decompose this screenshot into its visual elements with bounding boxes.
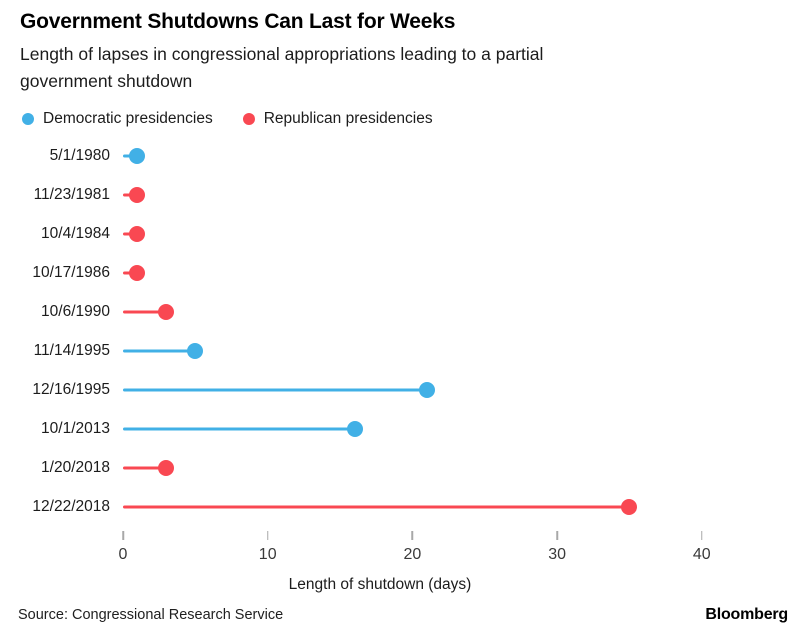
row-track	[123, 331, 810, 370]
legend-label: Republican presidencies	[263, 110, 433, 127]
data-point	[158, 459, 175, 476]
lollipop-row: 11/14/1995	[0, 331, 810, 370]
date-label: 12/16/1995	[32, 380, 110, 398]
lollipop-stem	[123, 310, 167, 313]
row-track	[123, 292, 810, 331]
x-tick-label: 30	[548, 546, 566, 563]
chart-subtitle-line2: government shutdown	[20, 71, 193, 91]
lollipop-row: 11/23/1981	[0, 175, 810, 214]
legend-item-republican: Republican presidencies	[242, 110, 433, 128]
date-label: 10/1/2013	[41, 419, 110, 437]
x-tick-label: 10	[258, 546, 277, 563]
x-tick-mark	[411, 531, 414, 540]
data-point	[129, 225, 146, 242]
data-point	[158, 303, 175, 320]
row-track	[123, 409, 810, 448]
lollipop-stem	[123, 466, 167, 469]
source-text: Source: Congressional Research Service	[18, 607, 284, 623]
x-tick-label: 20	[403, 546, 422, 563]
legend-dot-icon	[242, 113, 255, 125]
data-point	[418, 381, 435, 398]
row-track	[123, 370, 810, 409]
lollipop-row: 1/20/2018	[0, 448, 810, 487]
date-label: 11/23/1981	[33, 185, 110, 203]
date-label: 10/6/1990	[41, 302, 110, 320]
x-tick-mark	[122, 531, 124, 540]
chart-area: 5/1/1980 11/23/1981 10/4/1984 10/17/1986 10/…	[0, 136, 810, 526]
chart-footer: Source: Congressional Research Service B…	[0, 606, 810, 624]
x-axis: 0 10 20 30 40	[119, 526, 810, 568]
date-label: 10/4/1984	[41, 224, 110, 242]
x-tick-mark	[701, 531, 703, 540]
legend-item-democratic: Democratic presidencies	[22, 110, 213, 128]
lollipop-row: 10/1/2013	[0, 409, 810, 448]
row-track	[123, 253, 810, 292]
lollipop-stem	[123, 388, 427, 391]
lollipop-row: 5/1/1980	[0, 136, 810, 175]
legend-dot-icon	[22, 113, 34, 125]
lollipop-stem	[123, 349, 196, 352]
date-label: 10/17/1986	[32, 263, 110, 281]
row-track	[123, 448, 810, 487]
chart-header: Government Shutdowns Can Last for Weeks …	[0, 0, 810, 95]
chart-title: Government Shutdowns Can Last for Weeks	[20, 10, 456, 33]
lollipop-stem	[123, 427, 355, 430]
lollipop-row: 12/16/1995	[0, 370, 810, 409]
legend: Democratic presidencies Republican presid…	[0, 95, 810, 128]
x-axis-title: Length of shutdown (days)	[288, 576, 472, 593]
chart-subtitle-line1: Length of lapses in congressional approp…	[20, 44, 544, 64]
lollipop-stem	[123, 505, 630, 508]
row-track	[123, 175, 810, 214]
row-track	[123, 214, 810, 253]
bloomberg-logo: Bloomberg	[705, 606, 788, 623]
x-tick-mark	[266, 531, 269, 540]
date-label: 5/1/1980	[49, 146, 110, 164]
lollipop-row: 12/22/2018	[0, 487, 810, 526]
date-label: 11/14/1995	[33, 341, 110, 359]
row-track	[123, 136, 810, 175]
date-label: 1/20/2018	[41, 458, 110, 476]
data-point	[346, 420, 363, 437]
data-point	[621, 498, 638, 515]
data-point	[129, 186, 146, 203]
x-tick-mark	[556, 531, 558, 540]
data-point	[129, 147, 146, 164]
row-track	[123, 487, 810, 526]
chart-subtitle: Length of lapses in congressional approp…	[20, 41, 790, 95]
lollipop-row: 10/17/1986	[0, 253, 810, 292]
data-point	[129, 264, 146, 281]
lollipop-row: 10/6/1990	[0, 292, 810, 331]
date-label: 12/22/2018	[32, 497, 110, 515]
data-point	[187, 342, 204, 359]
legend-label: Democratic presidencies	[43, 110, 213, 127]
lollipop-row: 10/4/1984	[0, 214, 810, 253]
x-tick-label: 40	[692, 546, 711, 563]
x-tick-label: 0	[118, 546, 128, 563]
